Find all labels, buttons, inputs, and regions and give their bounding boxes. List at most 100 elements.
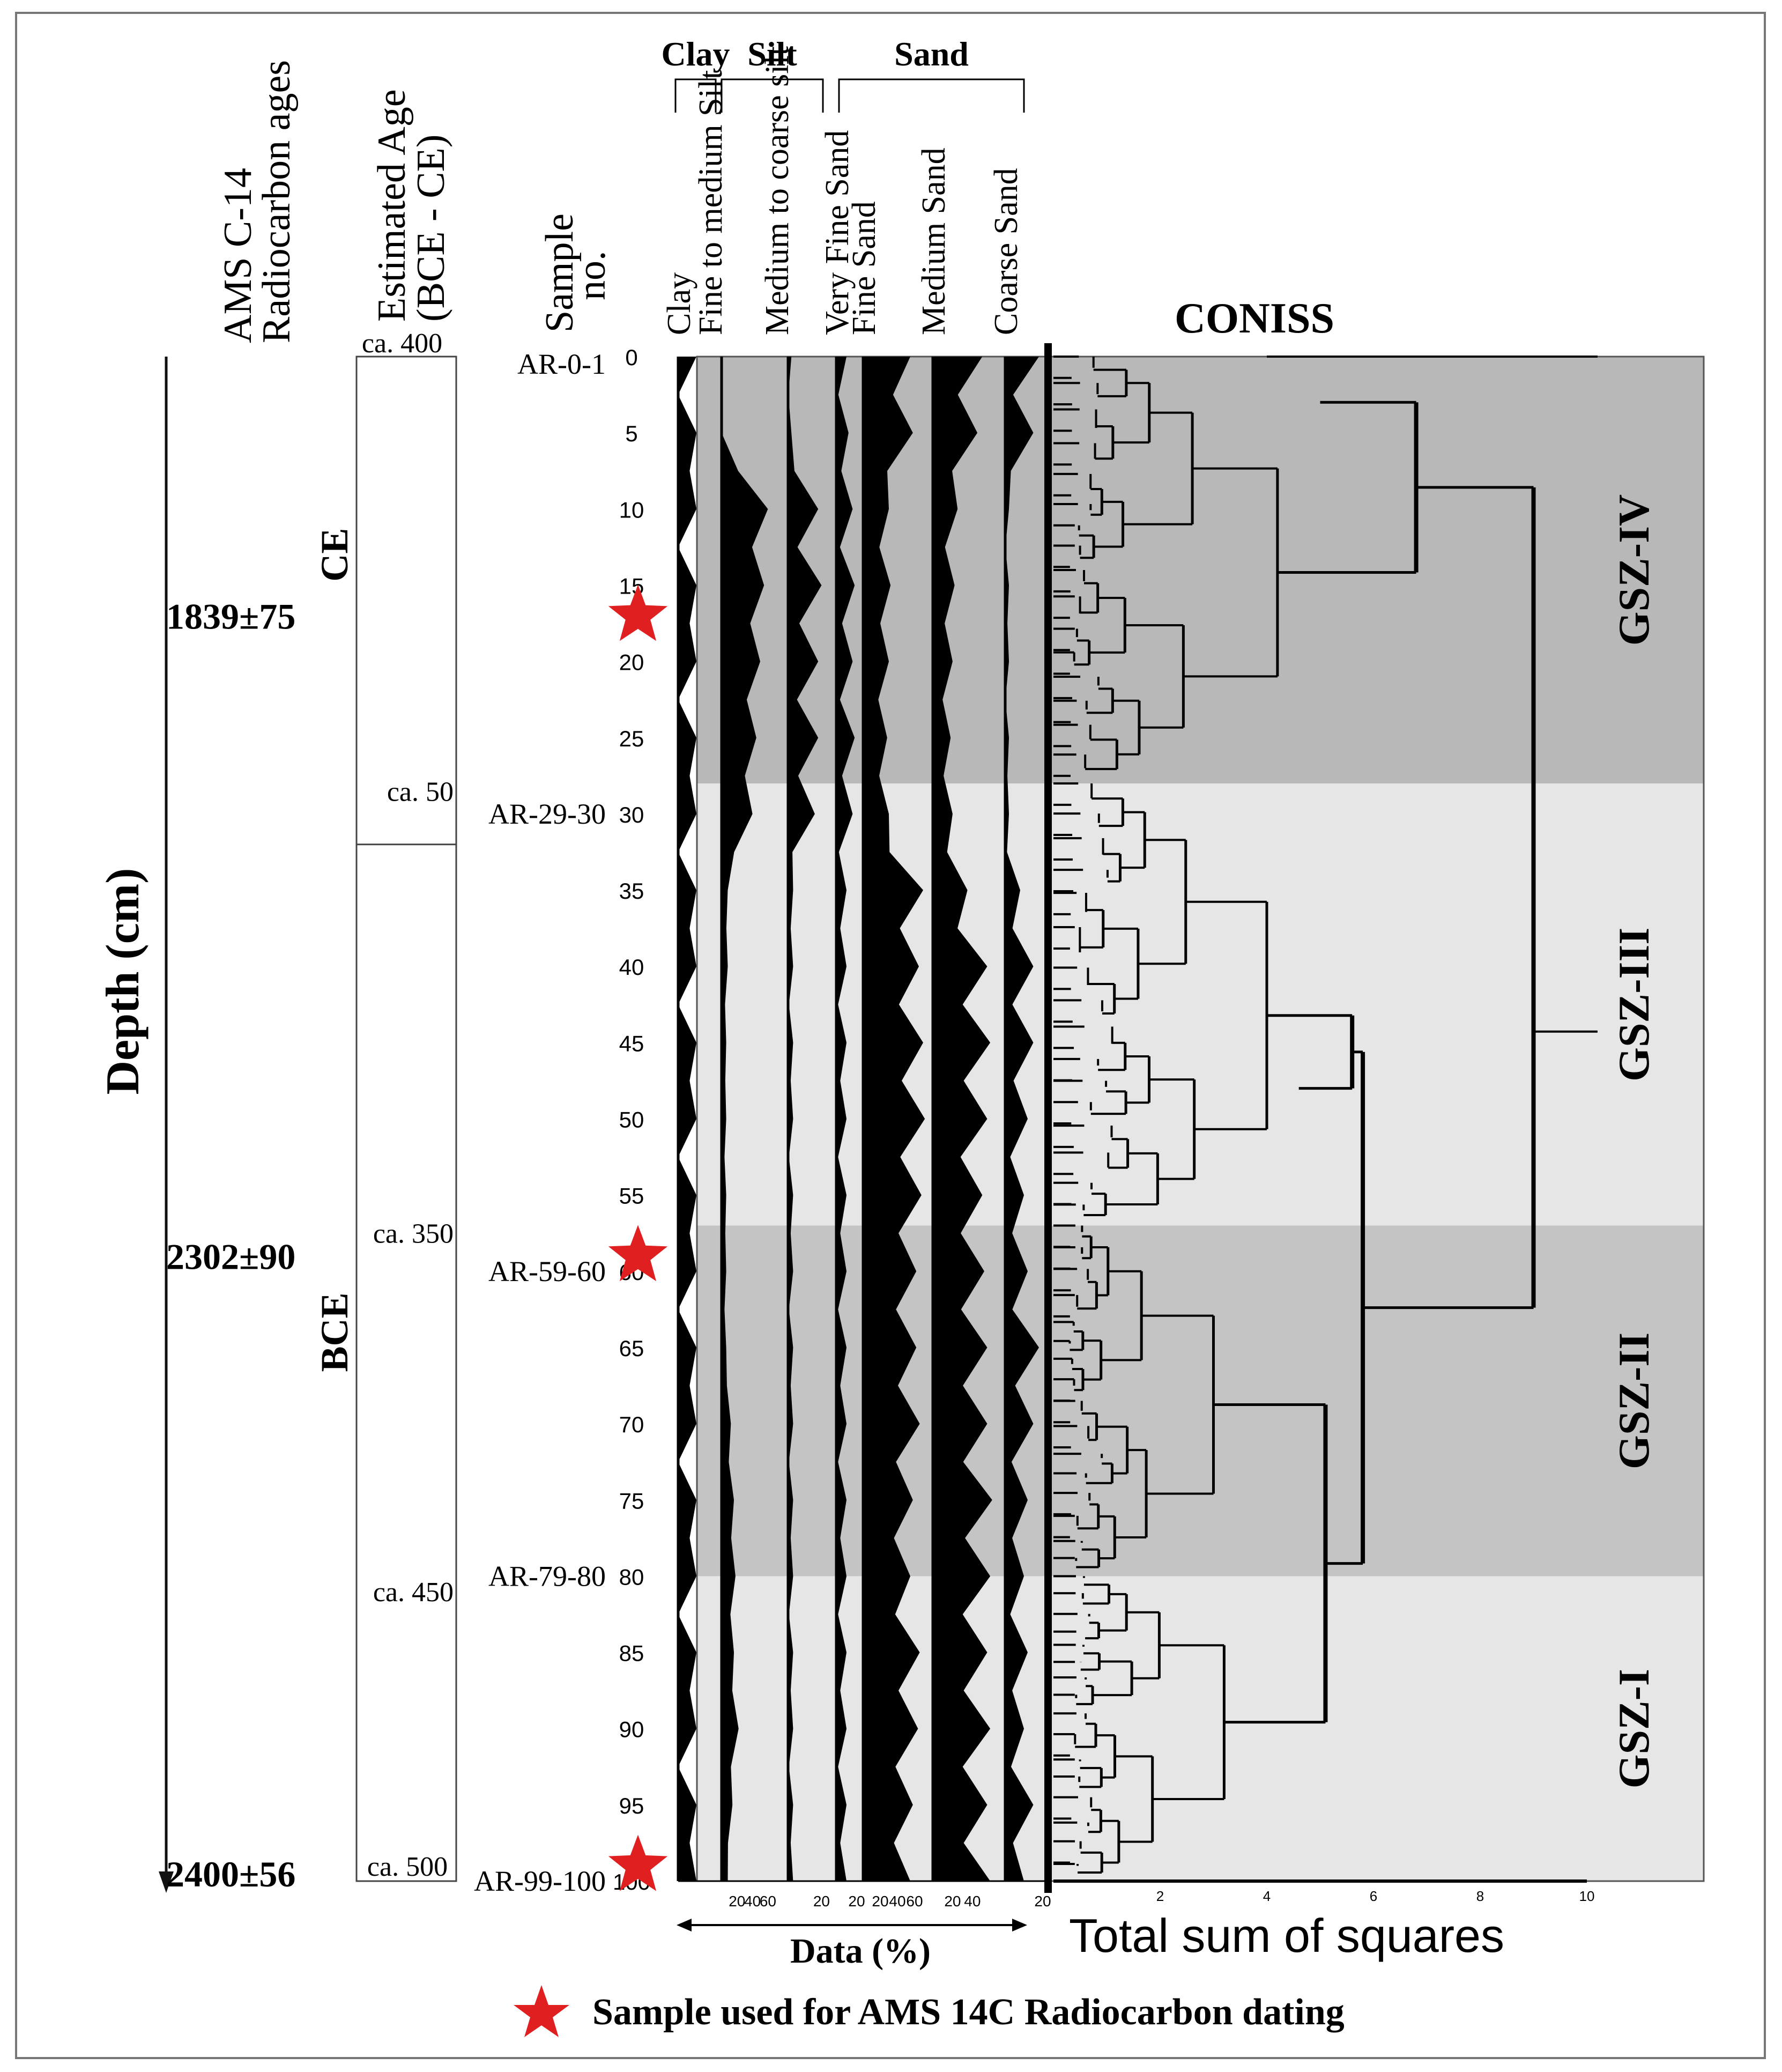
chart-marks: GSZ-IVGSZ-IIIGSZ-IIGSZ-I1839±752302±9024… bbox=[159, 35, 1705, 1932]
depth-tick-label: 5 bbox=[625, 421, 637, 446]
dated-sample-star-icon bbox=[608, 584, 668, 641]
figure-frame bbox=[15, 12, 1766, 2059]
group-header: Silt bbox=[747, 35, 797, 73]
dated-sample-star-icon bbox=[608, 1834, 668, 1891]
depth-tick-label: 10 bbox=[619, 497, 644, 522]
data-arrow-left-icon bbox=[677, 1919, 692, 1932]
series-tick-label: 20 bbox=[729, 1893, 745, 1910]
legend-star-icon bbox=[514, 1985, 569, 2037]
sample-label: AR-79-80 bbox=[488, 1560, 606, 1592]
depth-tick-label: 85 bbox=[619, 1641, 644, 1666]
depth-axis-label: Depth (cm) bbox=[97, 868, 149, 1095]
series-silhouette bbox=[863, 357, 925, 1881]
zone-band bbox=[697, 783, 1704, 1226]
legend-label: Sample used for AMS 14C Radiocarbon dati… bbox=[592, 1992, 1345, 2033]
depth-tick-label: 30 bbox=[619, 802, 644, 827]
coniss-tick-label: 4 bbox=[1263, 1888, 1271, 1904]
sample-label: AR-59-60 bbox=[488, 1255, 606, 1287]
series-name: Fine Sand bbox=[846, 201, 882, 335]
header-sample-line2: no. bbox=[570, 251, 614, 301]
series-name: Coarse Sand bbox=[988, 168, 1024, 335]
depth-tick-label: 70 bbox=[619, 1412, 644, 1437]
sample-label: AR-99-100 bbox=[474, 1865, 606, 1897]
estimated-age-column bbox=[355, 356, 457, 1882]
series-silhouette bbox=[836, 357, 855, 1881]
radiocarbon-age: 2302±90 bbox=[166, 1236, 295, 1277]
coniss-title: CONISS bbox=[1175, 295, 1334, 342]
zone-label: GSZ-III bbox=[1609, 928, 1658, 1082]
zone-label: GSZ-I bbox=[1609, 1669, 1658, 1788]
series-tick-label: 60 bbox=[760, 1893, 776, 1910]
radiocarbon-age: 2400±56 bbox=[166, 1854, 295, 1895]
sample-label: AR-29-30 bbox=[488, 798, 606, 830]
sample-label: AR-0-1 bbox=[517, 348, 606, 380]
depth-tick-label: 20 bbox=[619, 650, 644, 675]
series-silhouette bbox=[722, 357, 768, 1881]
series-tick-label: 20 bbox=[872, 1893, 888, 1910]
era-label: CE bbox=[313, 528, 356, 582]
header-estimated-age-line2: (BCE - CE) bbox=[409, 135, 453, 322]
header-sample-line1: Sample bbox=[538, 213, 582, 332]
depth-tick-label: 35 bbox=[619, 878, 644, 904]
depth-tick-label: 65 bbox=[619, 1336, 644, 1361]
data-arrow-right-icon bbox=[1012, 1919, 1027, 1932]
series-name: Clay bbox=[661, 272, 697, 335]
series-tick-label: 20 bbox=[1034, 1893, 1051, 1910]
header-estimated-age-line1: Estimated Age bbox=[370, 89, 414, 322]
estimated-age-label: ca. 400 bbox=[362, 328, 442, 359]
series-name: Fine to medium Silt bbox=[693, 70, 729, 335]
depth-tick-label: 55 bbox=[619, 1183, 644, 1209]
series-name: Medium to coarse silt bbox=[759, 46, 796, 335]
series-tick-label: 60 bbox=[906, 1893, 923, 1910]
series-tick-label: 20 bbox=[813, 1893, 830, 1910]
group-bracket bbox=[674, 78, 717, 113]
zone-band bbox=[697, 1576, 1704, 1881]
series-tick-label: 20 bbox=[944, 1893, 961, 1910]
depth-tick-label: 75 bbox=[619, 1488, 644, 1513]
depth-tick-label: 40 bbox=[619, 954, 644, 980]
header-radiocarbon-line2: Radiocarbon ages bbox=[255, 60, 299, 343]
series-name: Medium Sand bbox=[916, 147, 952, 335]
depth-tick-label: 80 bbox=[619, 1564, 644, 1589]
coniss-tick-label: 10 bbox=[1579, 1888, 1595, 1904]
zone-band bbox=[697, 1225, 1704, 1577]
depth-tick-label: 50 bbox=[619, 1107, 644, 1133]
coniss-tick-label: 6 bbox=[1370, 1888, 1377, 1904]
radiocarbon-age: 1839±75 bbox=[166, 596, 295, 637]
estimated-age-label: ca. 500 bbox=[367, 1852, 448, 1882]
series-name: Very Fine Sand bbox=[819, 130, 856, 335]
coniss-tick-label: 2 bbox=[1156, 1888, 1164, 1904]
group-bracket bbox=[721, 78, 824, 113]
header-radiocarbon: AMS C-14 Radiocarbon ages bbox=[216, 60, 299, 343]
zone-label: GSZ-II bbox=[1609, 1333, 1658, 1469]
estimated-age-label: ca. 50 bbox=[387, 776, 454, 807]
series-tick-label: 20 bbox=[848, 1893, 865, 1910]
header-radiocarbon-line1: AMS C-14 bbox=[216, 168, 260, 343]
series-tick-label: 40 bbox=[744, 1893, 761, 1910]
group-header: Sand bbox=[894, 35, 969, 73]
series-silhouette bbox=[933, 357, 992, 1881]
header-sample: Sample no. bbox=[538, 213, 614, 332]
header-estimated-age: Estimated Age (BCE - CE) bbox=[370, 89, 453, 322]
depth-tick-label: 25 bbox=[619, 726, 644, 751]
estimated-age-label: ca. 350 bbox=[373, 1219, 454, 1249]
depth-tick-label: 95 bbox=[619, 1793, 644, 1818]
coniss-tick-label: 8 bbox=[1476, 1888, 1484, 1904]
series-silhouette bbox=[678, 357, 696, 1881]
legend: Sample used for AMS 14C Radiocarbon dati… bbox=[514, 1985, 1345, 2037]
series-silhouette bbox=[788, 357, 822, 1881]
depth-tick-label: 45 bbox=[619, 1031, 644, 1056]
group-header: Clay bbox=[662, 35, 730, 73]
dated-sample-star-icon bbox=[608, 1225, 668, 1282]
era-label: BCE bbox=[313, 1292, 356, 1372]
series-tick-label: 40 bbox=[964, 1893, 981, 1910]
x-axis-label: Data (%) bbox=[790, 1932, 931, 1971]
depth-tick-label: 90 bbox=[619, 1717, 644, 1742]
series-tick-label: 40 bbox=[889, 1893, 905, 1910]
coniss-xlabel: Total sum of squares bbox=[1069, 1909, 1504, 1962]
depth-axis-arrow-icon bbox=[159, 1871, 174, 1893]
depth-tick-label: 0 bbox=[625, 345, 637, 370]
zone-label: GSZ-IV bbox=[1609, 494, 1658, 646]
series-silhouette bbox=[1005, 357, 1039, 1881]
